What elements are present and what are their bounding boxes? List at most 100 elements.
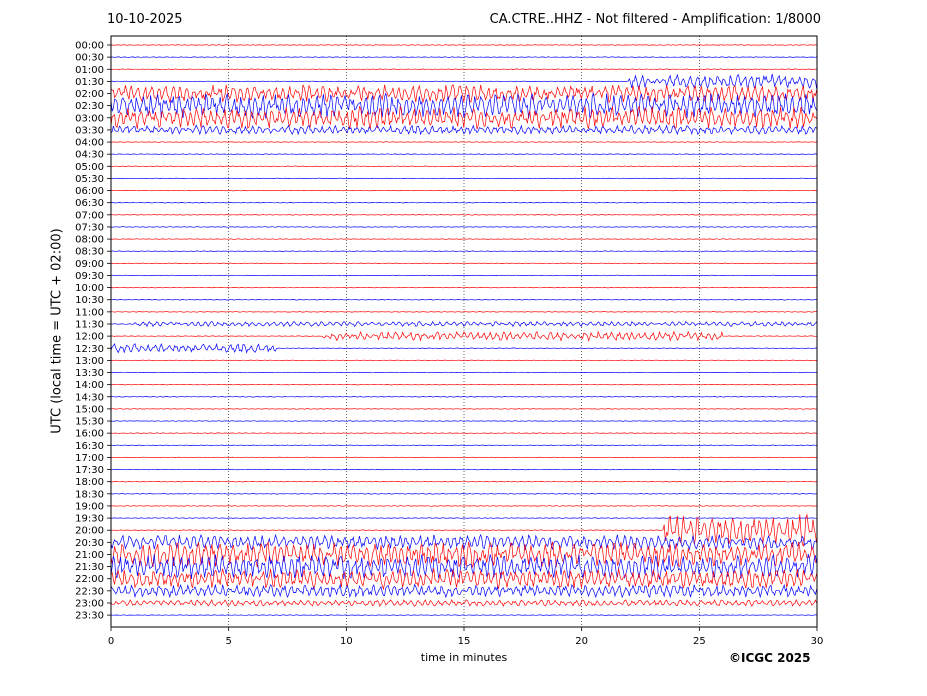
y-tick-label: 10:30: [75, 295, 104, 306]
y-tick-label: 14:30: [75, 392, 104, 403]
y-tick-label: 16:30: [75, 441, 104, 452]
y-tick-label: 07:00: [75, 210, 104, 221]
trace-0600: [111, 189, 817, 192]
trace-0830: [110, 250, 817, 252]
y-tick-label: 17:00: [75, 453, 104, 464]
y-tick-label: 03:30: [75, 125, 104, 136]
trace-0030: [110, 56, 817, 58]
trace-0330: [110, 124, 817, 136]
trace-1600: [110, 432, 817, 434]
chart-title: CA.CTRE..HHZ - Not filtered - Amplificat…: [489, 12, 821, 27]
y-tick-label: 15:00: [75, 404, 104, 415]
trace-1800: [110, 480, 817, 483]
copyright-label: ©ICGC 2025: [729, 651, 811, 665]
y-tick-label: 15:30: [75, 417, 104, 428]
trace-1300: [111, 359, 817, 362]
trace-0130: [110, 73, 817, 90]
axis-layer: 00:0000:3001:0001:3002:0002:3003:0003:30…: [75, 35, 824, 647]
trace-1000: [110, 286, 817, 289]
y-tick-label: 00:30: [75, 53, 104, 64]
x-tick-label: 30: [811, 636, 824, 647]
y-tick-label: 18:00: [75, 477, 104, 488]
trace-1500: [110, 408, 817, 410]
trace-1830: [111, 493, 817, 495]
trace-0500: [110, 165, 817, 167]
y-tick-label: 04:30: [75, 150, 104, 161]
trace-1130: [110, 320, 817, 328]
y-tick-label: 09:30: [75, 271, 104, 282]
trace-1200: [110, 330, 817, 342]
y-tick-label: 21:00: [75, 550, 104, 561]
y-tick-label: 03:00: [75, 113, 104, 124]
trace-0430: [111, 153, 817, 155]
y-tick-label: 11:30: [75, 319, 104, 330]
trace-0930: [111, 274, 817, 277]
y-tick-label: 16:00: [75, 429, 104, 440]
y-tick-label: 13:30: [75, 368, 104, 379]
trace-1700: [110, 456, 817, 459]
y-tick-label: 04:00: [75, 138, 104, 149]
y-tick-label: 02:00: [75, 89, 104, 100]
y-tick-label: 14:00: [75, 380, 104, 391]
y-tick-label: 08:00: [75, 235, 104, 246]
trace-2330: [110, 614, 817, 616]
trace-1530: [111, 420, 817, 422]
trace-1430: [111, 396, 817, 398]
y-tick-label: 07:30: [75, 222, 104, 233]
y-tick-label: 12:30: [75, 344, 104, 355]
y-tick-label: 23:30: [75, 611, 104, 622]
trace-2300: [110, 598, 817, 607]
trace-0000: [110, 44, 817, 46]
trace-1230: [110, 342, 817, 354]
y-tick-label: 06:00: [75, 186, 104, 197]
trace-2230: [110, 583, 817, 599]
trace-0230: [110, 92, 817, 120]
y-tick-label: 06:30: [75, 198, 104, 209]
x-axis-label: time in minutes: [420, 651, 508, 664]
trace-1330: [110, 371, 817, 374]
y-tick-label: 11:00: [75, 307, 104, 318]
trace-1930: [110, 517, 817, 519]
y-tick-label: 20:30: [75, 538, 104, 549]
y-tick-label: 05:00: [75, 162, 104, 173]
trace-1100: [110, 311, 817, 313]
x-tick-label: 25: [693, 636, 706, 647]
x-tick-label: 15: [458, 636, 471, 647]
trace-1900: [110, 505, 817, 507]
trace-0200: [110, 84, 817, 104]
trace-0530: [110, 177, 817, 180]
trace-2200: [110, 568, 817, 591]
trace-0400: [110, 141, 817, 143]
trace-1730: [111, 468, 817, 471]
trace-0300: [110, 105, 817, 130]
trace-2130: [110, 553, 817, 580]
y-tick-label: 19:30: [75, 514, 104, 525]
trace-0730: [111, 226, 817, 228]
y-tick-label: 10:00: [75, 283, 104, 294]
trace-0900: [110, 262, 817, 265]
trace-2100: [110, 541, 817, 569]
trace-0100: [110, 68, 817, 70]
y-tick-label: 19:00: [75, 501, 104, 512]
x-tick-label: 10: [340, 636, 353, 647]
trace-2000: [110, 513, 817, 547]
trace-1030: [110, 299, 817, 301]
trace-2030: [110, 533, 817, 551]
y-tick-label: 01:00: [75, 65, 104, 76]
y-tick-label: 01:30: [75, 77, 104, 88]
trace-0630: [111, 201, 817, 204]
y-tick-label: 23:00: [75, 598, 104, 609]
y-tick-label: 02:30: [75, 101, 104, 112]
y-tick-label: 08:30: [75, 247, 104, 258]
trace-0700: [110, 214, 817, 216]
y-tick-label: 09:00: [75, 259, 104, 270]
grid-layer: [228, 36, 700, 627]
x-tick-label: 5: [225, 636, 231, 647]
y-tick-label: 22:30: [75, 586, 104, 597]
trace-1630: [110, 444, 817, 446]
x-tick-label: 20: [575, 636, 588, 647]
trace-layer: [110, 44, 817, 616]
y-tick-label: 13:00: [75, 356, 104, 367]
trace-0800: [110, 238, 817, 240]
